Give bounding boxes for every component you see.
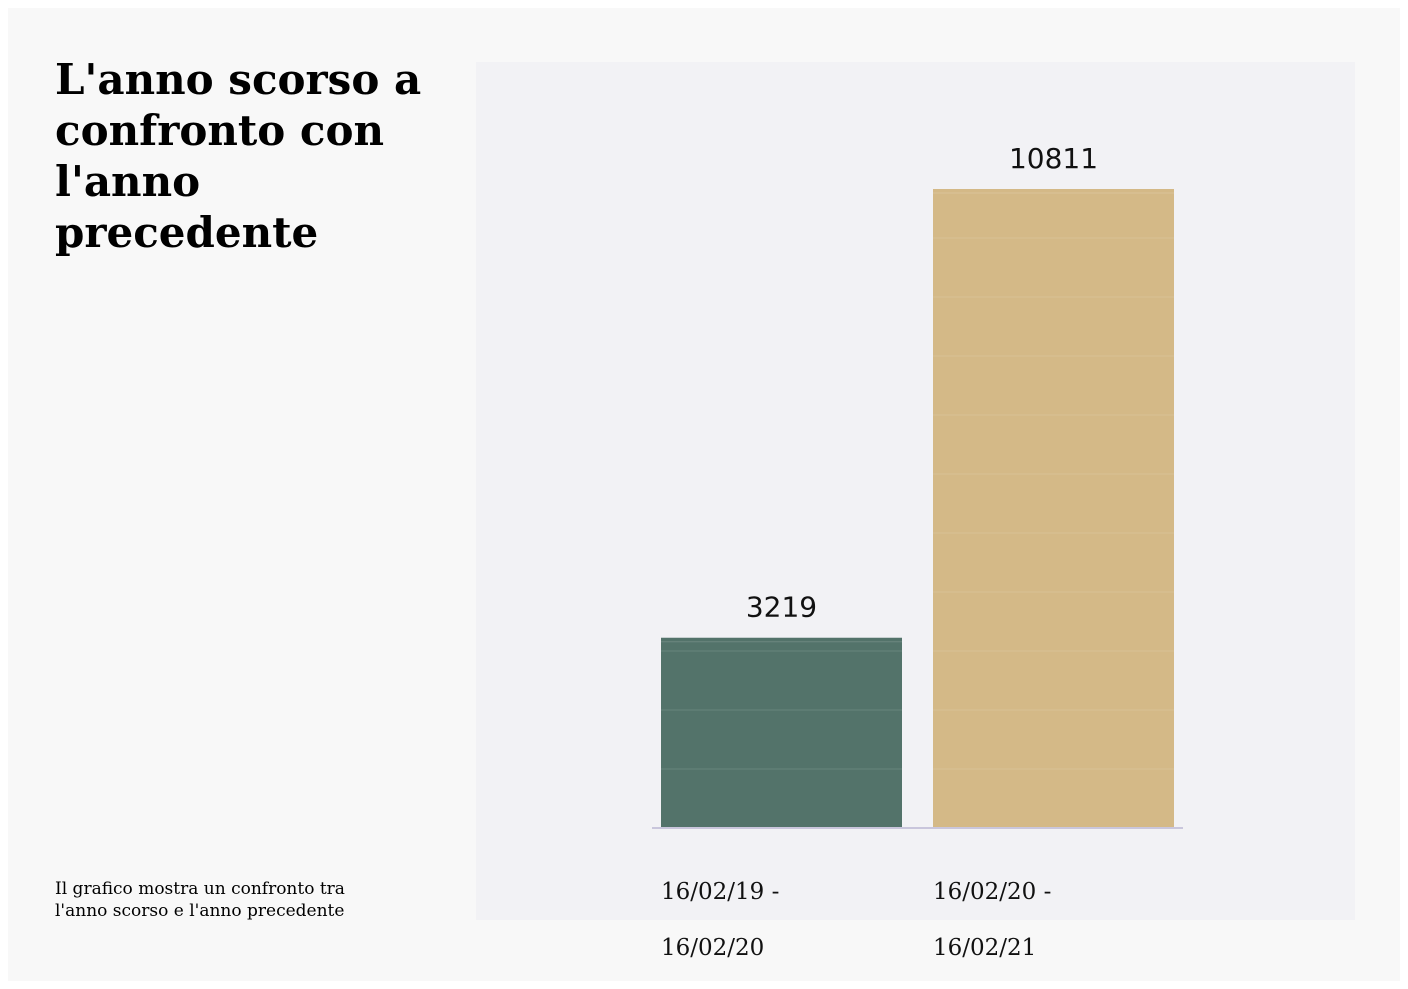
- x-tick-label-1-line-1: 16/02/20 -: [933, 879, 1052, 905]
- plot-area: 3219 10811 16/02/19 - 16/02/20 16/02/20 -…: [476, 62, 1355, 961]
- data-label-1: 10811: [1009, 142, 1098, 175]
- x-tick-label-0: 16/02/19 - 16/02/20: [661, 850, 779, 962]
- data-label-0: 3219: [746, 591, 817, 624]
- bar-0: [661, 637, 902, 828]
- x-tick-label-0-line-1: 16/02/19 -: [661, 879, 780, 905]
- bar-chart: 3219 10811: [652, 142, 1183, 829]
- chart-caption: Il grafico mostra un confronto tra l'ann…: [55, 879, 345, 921]
- x-tick-label-1: 16/02/20 - 16/02/21: [933, 850, 1051, 962]
- chart-title: L'anno scorso a confronto con l'anno pre…: [55, 55, 422, 257]
- chart-page: L'anno scorso a confronto con l'anno pre…: [8, 8, 1400, 981]
- bar-1: [933, 189, 1174, 828]
- x-tick-label-1-line-2: 16/02/21: [933, 935, 1037, 961]
- x-tick-label-0-line-2: 16/02/20: [661, 935, 765, 961]
